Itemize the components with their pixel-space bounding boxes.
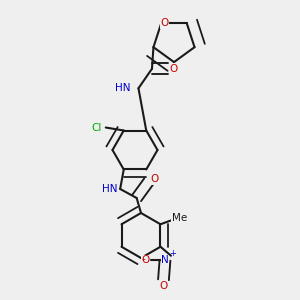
Text: O: O bbox=[150, 174, 158, 184]
Text: N: N bbox=[161, 255, 169, 265]
Text: O: O bbox=[159, 281, 168, 291]
Text: Cl: Cl bbox=[92, 122, 102, 133]
Text: Me: Me bbox=[172, 213, 187, 223]
Text: O: O bbox=[141, 255, 150, 265]
Text: HN: HN bbox=[102, 184, 118, 194]
Text: -: - bbox=[141, 254, 145, 264]
Text: HN: HN bbox=[116, 83, 131, 93]
Text: +: + bbox=[169, 249, 176, 258]
Text: O: O bbox=[160, 18, 168, 28]
Text: O: O bbox=[170, 64, 178, 74]
